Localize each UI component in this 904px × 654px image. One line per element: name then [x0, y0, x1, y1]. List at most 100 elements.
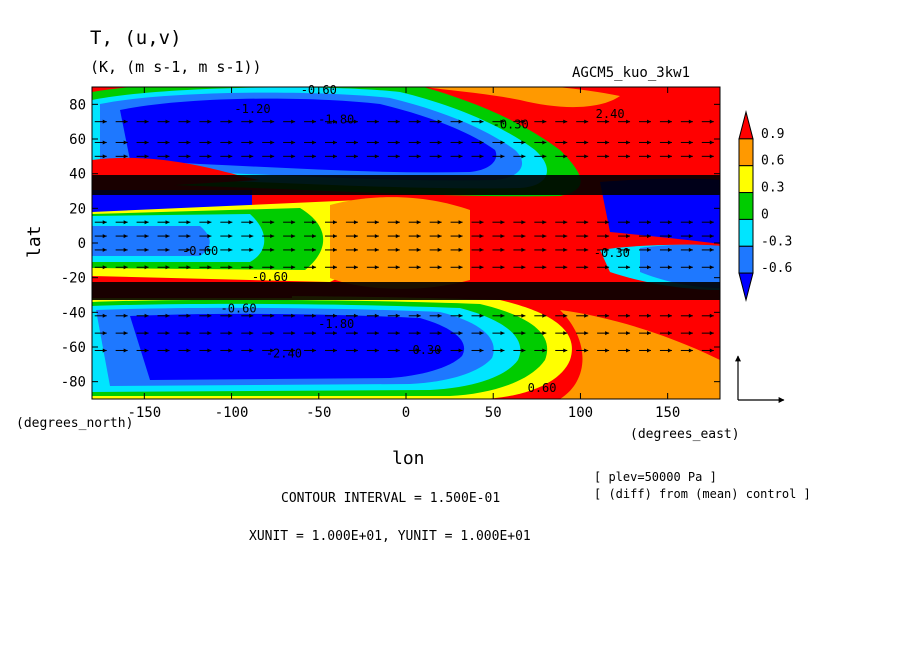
- wind-arrow-head: [291, 220, 296, 225]
- wind-arrow-head: [144, 265, 149, 270]
- wind-arrow-head: [123, 234, 128, 239]
- heatmap-field: [92, 87, 720, 399]
- wind-arrow-head: [291, 265, 296, 270]
- wind-arrow-head: [102, 313, 107, 318]
- wind-arrow-head: [291, 247, 296, 252]
- wind-arrow-head: [123, 154, 128, 159]
- wind-arrow-head: [249, 348, 254, 353]
- wind-arrow-head: [479, 140, 484, 145]
- wind-arrow-head: [186, 247, 191, 252]
- wind-arrow-head: [688, 265, 693, 270]
- wind-arrow-head: [374, 234, 379, 239]
- wind-arrow-head: [207, 265, 212, 270]
- wind-arrow-head: [186, 348, 191, 353]
- wind-arrow-head: [688, 348, 693, 353]
- y-axis-label: lat: [24, 225, 45, 258]
- wind-arrow-head: [207, 247, 212, 252]
- colorbar-swatch: [738, 192, 754, 220]
- wind-arrow-head: [102, 331, 107, 336]
- contour-label: -0.60: [220, 301, 256, 315]
- wind-arrow-head: [332, 154, 337, 159]
- colorbar-label: 0.3: [761, 181, 784, 196]
- wind-arrow-head: [605, 220, 610, 225]
- wind-arrow-head: [479, 154, 484, 159]
- wind-arrow-head: [667, 265, 672, 270]
- wind-arrow-head: [332, 331, 337, 336]
- wind-arrow-head: [688, 331, 693, 336]
- wind-arrow-head: [416, 247, 421, 252]
- wind-arrow-head: [291, 119, 296, 124]
- wind-arrow-head: [667, 348, 672, 353]
- wind-arrow-head: [353, 154, 358, 159]
- wind-arrow-head: [249, 265, 254, 270]
- wind-arrow-head: [395, 313, 400, 318]
- y-unit-label: (degrees_north): [16, 416, 133, 431]
- y-tick-label: 0: [78, 236, 86, 252]
- wind-arrow-head: [102, 265, 107, 270]
- wind-arrow-head: [270, 220, 275, 225]
- wind-arrow-head: [542, 220, 547, 225]
- y-tick-label: 80: [69, 97, 86, 113]
- wind-arrow-head: [332, 265, 337, 270]
- colorbar-swatch: [738, 218, 754, 247]
- wind-arrow-head: [228, 140, 233, 145]
- wind-arrow-head: [542, 247, 547, 252]
- wind-arrow-head: [479, 119, 484, 124]
- wind-arrow-head: [437, 234, 442, 239]
- wind-arrow-head: [563, 140, 568, 145]
- wind-arrow-head: [207, 331, 212, 336]
- wind-arrow-head: [270, 119, 275, 124]
- wind-arrow-head: [416, 220, 421, 225]
- contour-label: -1.80: [318, 317, 354, 331]
- wind-arrow-head: [542, 154, 547, 159]
- wind-arrow-head: [437, 119, 442, 124]
- contour-label: -0.30: [594, 246, 630, 260]
- region-east-deepblue: [600, 178, 720, 244]
- wind-arrow-head: [270, 154, 275, 159]
- wind-arrow-head: [709, 119, 714, 124]
- wind-arrow-head: [458, 119, 463, 124]
- wind-arrow-head: [646, 313, 651, 318]
- wind-arrow-head: [165, 140, 170, 145]
- wind-arrow-head: [521, 154, 526, 159]
- wind-arrow-head: [479, 247, 484, 252]
- x-tick-label: -50: [306, 405, 331, 421]
- wind-arrow-head: [165, 234, 170, 239]
- wind-arrow-head: [605, 348, 610, 353]
- wind-arrow-head: [458, 140, 463, 145]
- wind-arrow-head: [688, 313, 693, 318]
- wind-arrow-head: [123, 313, 128, 318]
- reference-vector: [735, 355, 785, 403]
- wind-arrow-head: [458, 348, 463, 353]
- wind-arrow-head: [165, 331, 170, 336]
- wind-arrow-head: [458, 313, 463, 318]
- wind-arrow-head: [270, 247, 275, 252]
- diff-note: [ (diff) from (mean) control ]: [594, 487, 811, 501]
- wind-arrow-head: [437, 154, 442, 159]
- wind-arrow-head: [395, 119, 400, 124]
- units-note: XUNIT = 1.000E+01, YUNIT = 1.000E+01: [249, 529, 531, 544]
- wind-arrow-head: [186, 220, 191, 225]
- wind-arrow-head: [667, 247, 672, 252]
- wind-arrow-head: [479, 234, 484, 239]
- wind-arrow-head: [709, 220, 714, 225]
- wind-arrow-head: [542, 119, 547, 124]
- wind-arrow-head: [542, 140, 547, 145]
- wind-arrow-head: [144, 331, 149, 336]
- wind-arrow-head: [626, 154, 631, 159]
- contour-label: -0.60: [182, 244, 218, 258]
- wind-arrow-head: [709, 348, 714, 353]
- wind-arrow-head: [521, 348, 526, 353]
- contour-label: 0.60: [528, 381, 557, 395]
- wind-arrow-head: [521, 247, 526, 252]
- wind-arrow-head: [563, 247, 568, 252]
- wind-arrow-head: [374, 119, 379, 124]
- wind-arrow-head: [416, 265, 421, 270]
- wind-arrow-head: [102, 348, 107, 353]
- wind-arrow-head: [646, 220, 651, 225]
- y-tick-label: -60: [61, 340, 86, 356]
- wind-arrow-head: [626, 140, 631, 145]
- wind-arrow-head: [646, 154, 651, 159]
- level-note: [ plev=50000 Pa ]: [594, 470, 717, 484]
